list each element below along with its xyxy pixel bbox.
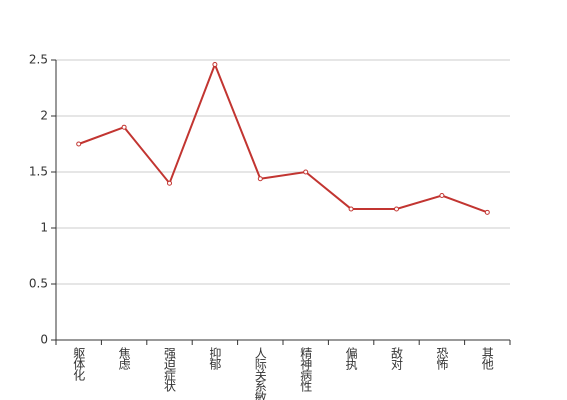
- point: [257, 176, 263, 182]
- x-tick-label: 抑郁: [208, 346, 222, 371]
- x-tick-label: 其他: [480, 347, 494, 370]
- point: [303, 169, 309, 175]
- x-tick-label: 精神病性: [299, 347, 313, 393]
- point: [484, 209, 490, 215]
- x-tick-label: 强迫症状: [163, 347, 177, 392]
- y-tick-label: 0.5: [29, 277, 48, 291]
- line: [78, 61, 488, 214]
- y-tick-label: 2.5: [29, 53, 48, 67]
- x-tick-label: 偏执: [344, 346, 358, 371]
- point: [439, 193, 445, 199]
- x-tick-label: 躯体化: [72, 346, 86, 382]
- point: [167, 180, 172, 186]
- point: [76, 141, 82, 147]
- y-tick-label: 2: [40, 109, 48, 123]
- point: [394, 206, 399, 212]
- x-tick-label: 焦虑: [117, 347, 131, 370]
- x-tick-label: 恐怖: [435, 347, 449, 370]
- x-tick-label: 敌对: [390, 346, 404, 370]
- y-tick-label: 1.5: [29, 165, 48, 179]
- y-tick-label: 0: [40, 333, 48, 347]
- point: [121, 124, 127, 130]
- point: [212, 61, 218, 67]
- point: [348, 206, 354, 212]
- x-tick-label: 人际关系敏感: [253, 347, 267, 400]
- y-tick-label: 1: [40, 221, 48, 235]
